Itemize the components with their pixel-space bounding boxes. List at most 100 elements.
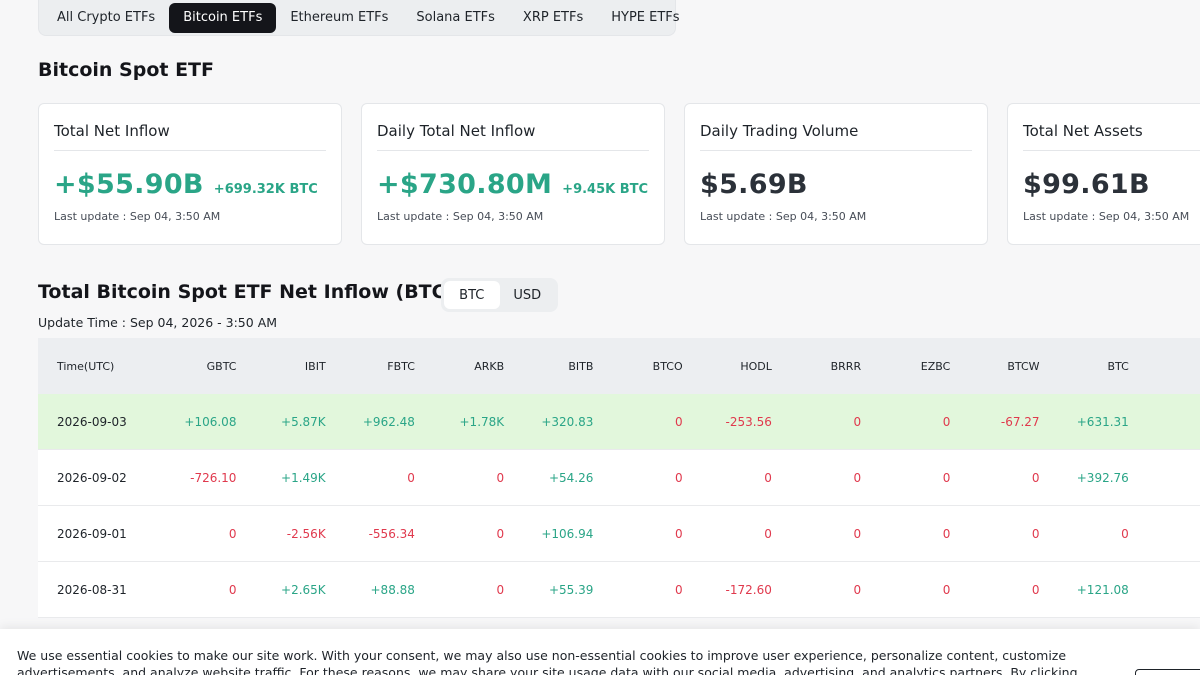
flow-cell: 0 (764, 470, 772, 485)
etf-category-tabs: All Crypto ETFs Bitcoin ETFs Ethereum ET… (38, 0, 680, 36)
flow-cell: -253.56 (725, 414, 772, 429)
unit-usd-option[interactable]: USD (513, 287, 542, 303)
net-inflow-table: Time(UTC) GBTC IBIT FBTC ARKB BITB BTCO … (38, 338, 1200, 618)
date-cell: 2026-09-02 (57, 470, 127, 485)
flow-cell: 0 (764, 526, 772, 541)
total-net-inflow-card: Total Net Inflow +$55.90B +699.32K BTC L… (38, 103, 342, 245)
flow-cell: +1.78K (459, 414, 505, 429)
column-header-fbtc[interactable]: FBTC (387, 359, 415, 373)
column-header-hodl[interactable]: HODL (740, 359, 772, 373)
column-header-ezbc[interactable]: EZBC (920, 359, 951, 373)
flow-cell: +106.08 (184, 414, 237, 429)
card-last-update: Last update : Sep 04, 3:50 AM (377, 210, 544, 223)
tab-all-crypto-etfs[interactable]: All Crypto ETFs (57, 10, 156, 25)
card-title: Total Net Assets (1023, 122, 1200, 151)
tab-bitcoin-etfs[interactable]: Bitcoin ETFs (169, 2, 277, 33)
card-last-update: Last update : Sep 04, 3:50 AM (54, 210, 221, 223)
card-last-update: Last update : Sep 04, 3:50 AM (1023, 210, 1190, 223)
flow-cell: 0 (496, 582, 505, 597)
column-header-bitb[interactable]: BITB (568, 359, 594, 373)
column-header-btcw[interactable]: BTCW (1007, 359, 1040, 373)
daily-total-net-inflow-card: Daily Total Net Inflow +$730.80M +9.45K … (361, 103, 665, 245)
unit-btc-option[interactable]: BTC (444, 281, 500, 309)
update-time: Update Time : Sep 04, 2026 - 3:50 AM (38, 315, 278, 330)
flow-cell: +2.65K (281, 582, 326, 597)
card-value: +$55.90B (54, 169, 204, 200)
flow-cell: 0 (853, 582, 862, 597)
flow-cell: 0 (228, 526, 237, 541)
tab-solana-etfs[interactable]: Solana ETFs (416, 10, 495, 25)
flow-cell: +88.88 (370, 582, 415, 597)
tab-xrp-etfs[interactable]: XRP ETFs (522, 10, 584, 25)
flow-cell: -67.27 (1000, 414, 1040, 429)
table-row: 2026-09-03 +106.08 +5.87K +962.48 +1.78K +320… (38, 394, 1200, 450)
flow-cell: 0 (1031, 470, 1040, 485)
card-value: +$730.80M (377, 169, 553, 200)
tab-ethereum-etfs[interactable]: Ethereum ETFs (290, 10, 389, 25)
card-title: Daily Trading Volume (700, 122, 972, 151)
table-row: 2026-08-31 0 +2.65K +88.88 0 +55.39 0 -172.60 0 0… (38, 562, 1200, 618)
flow-cell: +121.08 (1076, 582, 1129, 597)
flow-cell: +5.87K (281, 414, 326, 429)
flow-cell: 0 (853, 526, 862, 541)
flow-cell: +55.39 (548, 582, 594, 597)
daily-trading-volume-card: Daily Trading Volume $5.69B Last update … (684, 103, 988, 245)
flow-cell: -556.34 (368, 526, 415, 541)
flow-cell: 0 (674, 470, 683, 485)
flow-cell: +392.76 (1076, 470, 1129, 485)
card-sub-value: +699.32K BTC (213, 182, 318, 197)
column-header-btco[interactable]: BTCO (652, 359, 683, 373)
card-last-update: Last update : Sep 04, 3:50 AM (700, 210, 867, 223)
flow-cell: +106.94 (541, 526, 594, 541)
flow-cell: 0 (942, 582, 951, 597)
tab-hype-etfs[interactable]: HYPE ETFs (611, 10, 680, 25)
flow-cell: +4 (1129, 583, 1200, 597)
cookie-action-button[interactable] (1135, 669, 1200, 675)
flow-cell: 0 (1031, 526, 1040, 541)
cookie-text: We use essential cookies to make our sit… (17, 648, 1078, 675)
flow-cell: -726.10 (190, 470, 237, 485)
card-title: Total Net Inflow (54, 122, 326, 151)
table-header-row: Time(UTC) GBTC IBIT FBTC ARKB BITB BTCO … (38, 338, 1200, 394)
total-net-assets-card: Total Net Assets $99.61B Last update : S… (1007, 103, 1200, 245)
flow-cell: 0 (228, 582, 237, 597)
flow-cell: 0 (1121, 526, 1129, 541)
flow-cell: 0 (942, 414, 951, 429)
flow-cell: +631.31 (1076, 414, 1129, 429)
unit-toggle: BTC USD (441, 278, 558, 312)
flow-cell: 0 (853, 414, 862, 429)
flow-cell: +9 (1129, 415, 1200, 429)
card-sub-value: +9.45K BTC (562, 182, 649, 197)
date-cell: 2026-08-31 (57, 582, 127, 597)
table-title: Total Bitcoin Spot ETF Net Inflow (BTC) (38, 281, 455, 303)
flow-cell: 0 (853, 470, 862, 485)
card-title: Daily Total Net Inflow (377, 122, 649, 151)
table-row: 2026-09-01 0 -2.56K -556.34 0 +106.94 0 0 0 0 0 0 (38, 506, 1200, 562)
column-header-m[interactable]: M (1129, 360, 1200, 373)
flow-cell: 0 (496, 470, 505, 485)
column-header-brrr[interactable]: BRRR (830, 359, 862, 373)
flow-cell: 0 (496, 526, 505, 541)
flow-cell: 0 (674, 582, 683, 597)
column-header-btc[interactable]: BTC (1107, 359, 1129, 373)
flow-cell: 0 (1031, 582, 1040, 597)
column-header-time[interactable]: Time(UTC) (57, 359, 115, 373)
card-value: $99.61B (1023, 169, 1150, 200)
flow-cell: +320.83 (541, 414, 594, 429)
flow-cell: -172.60 (725, 582, 772, 597)
date-cell: 2026-09-01 (57, 526, 127, 541)
column-header-arkb[interactable]: ARKB (474, 359, 505, 373)
flow-cell: 0 (407, 470, 415, 485)
flow-cell: -2.56K (286, 526, 326, 541)
flow-cell: +54.26 (548, 470, 594, 485)
flow-cell: +9 (1129, 471, 1200, 485)
flow-cell: 0 (674, 526, 683, 541)
flow-cell: +962.48 (362, 414, 415, 429)
column-header-gbtc[interactable]: GBTC (206, 359, 237, 373)
date-cell: 2026-09-03 (57, 414, 127, 429)
cookie-banner: We use essential cookies to make our sit… (0, 629, 1200, 675)
card-value: $5.69B (700, 169, 808, 200)
column-header-ibit[interactable]: IBIT (304, 359, 326, 373)
section-title: Bitcoin Spot ETF (38, 59, 215, 81)
table-row: 2026-09-02 -726.10 +1.49K 0 0 +54.26 0 0 0 0 0 +392… (38, 450, 1200, 506)
